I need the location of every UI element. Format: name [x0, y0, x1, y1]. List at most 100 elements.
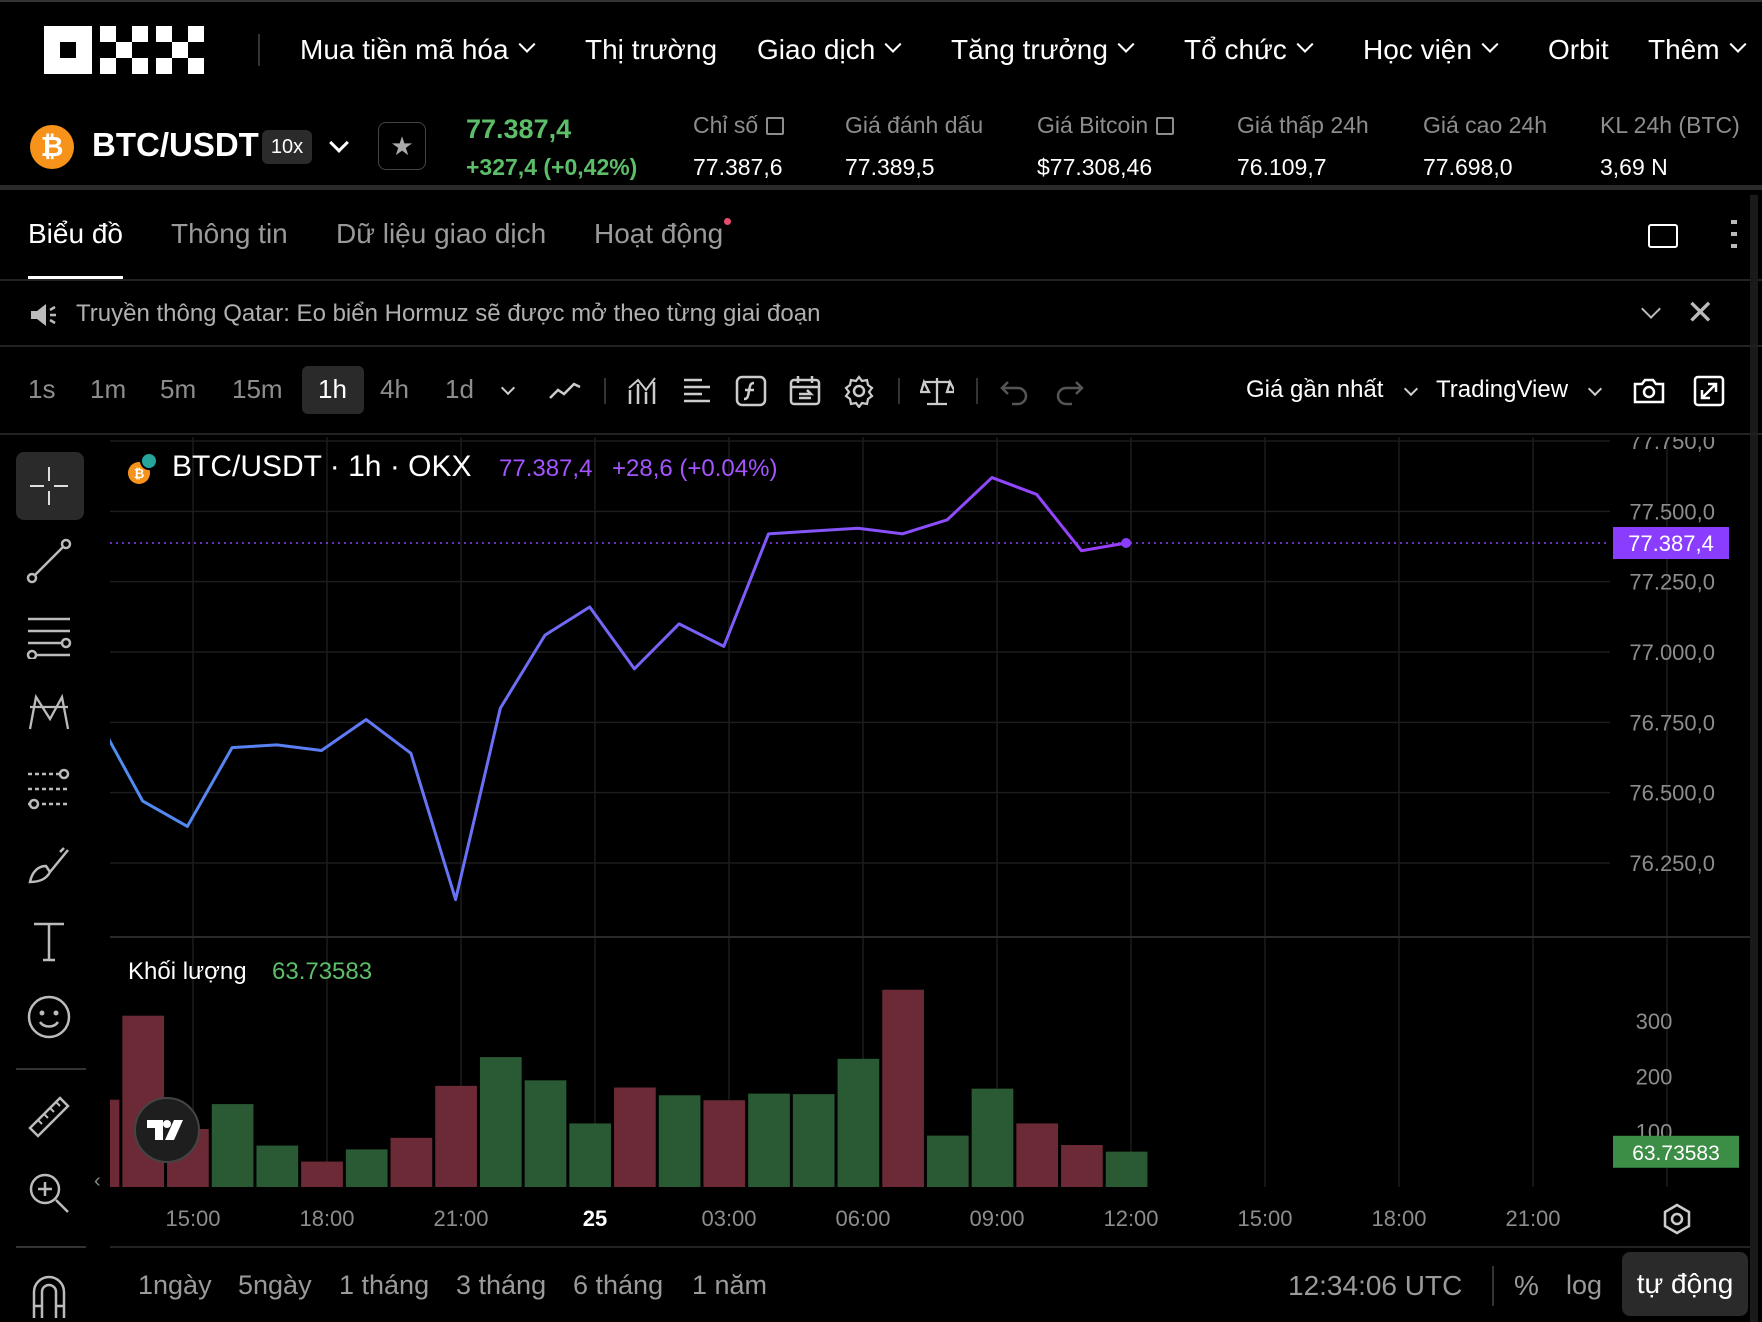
emoji-icon[interactable] — [26, 994, 72, 1040]
indicators-icon[interactable] — [626, 374, 660, 408]
fib-retracement-icon[interactable] — [26, 613, 72, 659]
tradingview-logo[interactable] — [134, 1097, 200, 1163]
volume-label: Khối lượng — [128, 958, 247, 985]
volume-bar — [703, 1100, 746, 1187]
range-1y[interactable]: 1 năm — [692, 1270, 768, 1300]
timeframe-5m[interactable]: 5m — [160, 374, 197, 404]
range-1m[interactable]: 1 tháng — [339, 1270, 430, 1300]
range-6m[interactable]: 6 tháng — [573, 1270, 664, 1300]
tab-trading-data[interactable]: Dữ liệu giao dịch — [336, 218, 547, 249]
tab-chart[interactable]: Biểu đồ — [28, 218, 123, 249]
scrollbar[interactable] — [1750, 195, 1758, 1322]
timeframe-1m[interactable]: 1m — [90, 374, 127, 404]
undo-icon[interactable] — [998, 374, 1032, 408]
replay-icon[interactable] — [788, 374, 822, 408]
ruler-icon[interactable] — [26, 1094, 72, 1140]
price-chart[interactable]: 77.750,0 77.500,0 77.250,0 77.000,0 76.750,0… — [110, 437, 1750, 1237]
range-5d[interactable]: 5ngày — [238, 1270, 312, 1300]
camera-icon[interactable] — [1632, 374, 1666, 408]
time-tick-label: 06:00 — [835, 1206, 890, 1231]
chart-type-select[interactable]: TradingView — [1436, 376, 1569, 403]
nav-item-label: Tổ chức — [1184, 34, 1287, 65]
volume-bar — [524, 1080, 567, 1187]
text-tool-icon[interactable] — [26, 918, 72, 964]
toolbar-divider — [604, 378, 606, 404]
active-tool-bg — [16, 452, 84, 520]
stat-value: 77.698,0 — [1423, 154, 1513, 180]
tab-info[interactable]: Thông tin — [171, 218, 288, 249]
volume-bar — [110, 1099, 120, 1187]
crosshair-icon[interactable] — [26, 463, 72, 509]
stat-value: 3,69 N — [1600, 154, 1668, 180]
layout-icon[interactable] — [1648, 224, 1678, 248]
chevron-down-icon — [518, 35, 536, 53]
timeframe-1s[interactable]: 1s — [28, 374, 56, 404]
volume-bar — [792, 1094, 835, 1187]
zoom-in-icon[interactable] — [26, 1170, 72, 1216]
line-chart-icon[interactable] — [548, 374, 582, 408]
time-tick-label: 15:00 — [165, 1206, 220, 1231]
utc-clock[interactable]: 12:34:06 UTC — [1288, 1270, 1463, 1301]
stat-label[interactable]: Giá Bitcoin — [1037, 112, 1175, 139]
prediction-icon[interactable] — [26, 766, 72, 812]
nav-item-3[interactable]: Tăng trưởng — [951, 30, 1135, 70]
external-link-icon[interactable] — [766, 117, 785, 135]
volume-bar — [748, 1093, 790, 1187]
pair-name[interactable]: BTC/USDT — [92, 126, 259, 163]
star-icon[interactable]: ★ — [378, 122, 426, 170]
redo-icon[interactable] — [1052, 374, 1086, 408]
nav-item-label: Học viện — [1363, 34, 1472, 65]
nav-item-2[interactable]: Giao dịch — [757, 30, 902, 70]
nav-item-1[interactable]: Thị trường — [585, 30, 717, 70]
timeframe-15m[interactable]: 15m — [232, 374, 283, 404]
trend-line-icon[interactable] — [26, 538, 72, 584]
list-icon[interactable] — [680, 374, 714, 408]
fullscreen-icon[interactable] — [1692, 374, 1726, 408]
price-line — [110, 476, 1127, 902]
more-menu-icon[interactable] — [1731, 220, 1737, 254]
nav-item-4[interactable]: Tổ chức — [1184, 30, 1314, 70]
nav-item-0[interactable]: Mua tiền mã hóa — [300, 30, 536, 70]
volume-bar — [345, 1149, 388, 1187]
stat-label: Giá đánh dấu — [845, 112, 984, 138]
news-text[interactable]: Truyền thông Qatar: Eo biển Hormuz sẽ đư… — [76, 300, 821, 327]
timeframe-1d[interactable]: 1d — [445, 374, 474, 404]
collapse-arrow-icon[interactable]: ‹ — [94, 1170, 101, 1192]
price-tick-label: 77.000,0 — [1629, 640, 1715, 665]
volume-bar — [256, 1145, 299, 1187]
close-icon[interactable]: ✕ — [1686, 294, 1715, 332]
pattern-icon[interactable] — [26, 689, 72, 735]
active-timeframe-bg — [302, 366, 364, 414]
gear-icon[interactable] — [842, 374, 876, 408]
notification-dot — [724, 218, 731, 225]
volume-bar — [1016, 1123, 1059, 1187]
nav-item-5[interactable]: Học viện — [1363, 30, 1499, 70]
news-banner — [0, 283, 1762, 347]
timeframe-1h[interactable]: 1h — [318, 374, 347, 404]
brush-icon[interactable] — [26, 842, 72, 888]
nav-item-6[interactable]: Orbit — [1548, 30, 1609, 70]
chart-axes: 77.750,0 77.500,0 77.250,0 77.000,0 76.750,0… — [165, 437, 1739, 1231]
auto-scale-toggle[interactable]: tự động — [1622, 1252, 1748, 1316]
volume-bar — [837, 1058, 880, 1187]
okx-logo[interactable] — [44, 26, 204, 74]
time-tick-label: 12:00 — [1103, 1206, 1158, 1231]
price-type-select[interactable]: Giá gần nhất — [1246, 376, 1384, 403]
nav-item-7[interactable]: Thêm — [1648, 30, 1747, 70]
range-1d[interactable]: 1ngày — [138, 1270, 212, 1300]
tab-activity[interactable]: Hoạt động — [594, 218, 724, 249]
log-scale-toggle[interactable]: log — [1566, 1270, 1603, 1300]
axis-settings-icon[interactable] — [1660, 1202, 1694, 1236]
formula-icon[interactable] — [734, 374, 768, 408]
price-change: +327,4 (+0,42%) — [466, 154, 638, 180]
time-tick-label: 25 — [583, 1206, 607, 1231]
tools-divider — [16, 1068, 86, 1070]
magnet-icon[interactable] — [26, 1272, 72, 1318]
volume-bar — [882, 989, 924, 1187]
compare-scale-icon[interactable] — [920, 374, 954, 408]
stat-label[interactable]: Chỉ số — [693, 112, 785, 139]
percent-scale-toggle[interactable]: % — [1514, 1270, 1539, 1301]
range-3m[interactable]: 3 tháng — [456, 1270, 547, 1300]
external-link-icon[interactable] — [1156, 117, 1175, 135]
timeframe-4h[interactable]: 4h — [380, 374, 409, 404]
